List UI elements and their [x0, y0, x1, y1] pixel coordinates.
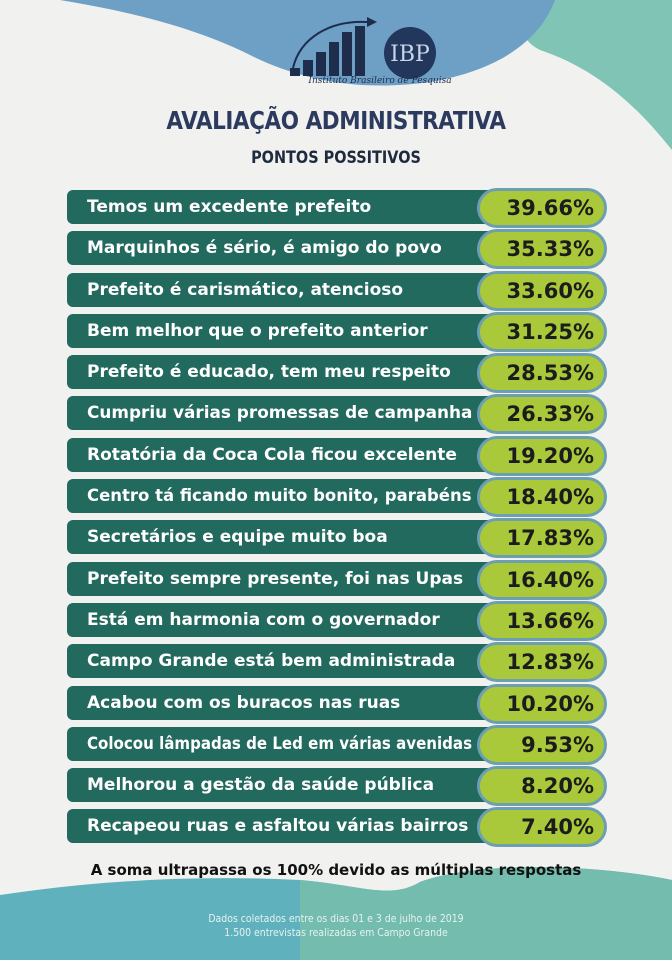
percentage-pill: 26.33% [477, 394, 607, 435]
page-title: AVALIAÇÃO ADMINISTRATIVA [166, 106, 506, 135]
label-bar: Prefeito sempre presente, foi nas Upas [67, 561, 497, 596]
result-percentage: 19.20% [506, 443, 594, 468]
result-label: Secretários e equipe muito boa [87, 527, 388, 548]
result-row: Recapeou ruas e asfaltou várias bairros … [67, 807, 607, 848]
results-list: Temos um excedente prefeito 39.66% Marqui… [67, 188, 607, 851]
result-percentage: 17.83% [506, 526, 594, 551]
result-row: Temos um excedente prefeito 39.66% [67, 188, 607, 228]
result-row: Está em harmonia com o governador 13.66% [67, 600, 607, 641]
result-label: Acabou com os buracos nas ruas [87, 692, 401, 713]
result-row: Prefeito é educado, tem meu respeito 28.… [67, 353, 607, 394]
logo-text: IBP [390, 42, 430, 67]
percentage-pill: 8.20% [477, 766, 607, 807]
label-bar: Rotatória da Coca Cola ficou excelente [67, 437, 497, 472]
percentage-pill: 31.25% [477, 311, 607, 352]
page-subtitle: PONTOS POSSITIVOS [251, 148, 421, 168]
result-percentage: 18.40% [506, 485, 594, 510]
result-row: Rotatória da Coca Cola ficou excelente 1… [67, 435, 607, 476]
result-row: Secretários e equipe muito boa 17.83% [67, 518, 607, 559]
result-label: Marquinhos é sério, é amigo do povo [87, 238, 442, 259]
result-percentage: 16.40% [506, 567, 594, 592]
percentage-pill: 18.40% [477, 477, 607, 518]
result-row: Centro tá ficando muito bonito, parabéns… [67, 477, 607, 518]
percentage-pill: 9.53% [477, 724, 607, 765]
label-bar: Cumpriu várias promessas de campanha [67, 396, 497, 431]
result-label: Rotatória da Coca Cola ficou excelente [87, 444, 457, 465]
percentage-pill: 7.40% [477, 807, 607, 848]
result-label: Melhorou a gestão da saúde pública [87, 775, 435, 796]
label-bar: Temos um excedente prefeito [67, 190, 497, 224]
label-bar: Melhorou a gestão da saúde pública [67, 768, 497, 803]
percentage-pill: 28.53% [477, 353, 607, 394]
result-percentage: 7.40% [521, 815, 594, 840]
percentage-pill: 19.20% [477, 435, 607, 476]
result-row: Prefeito é carismático, atencioso 33.60% [67, 270, 607, 311]
result-row: Prefeito sempre presente, foi nas Upas 1… [67, 559, 607, 600]
label-bar: Está em harmonia com o governador [67, 602, 497, 637]
percentage-pill: 35.33% [477, 229, 607, 270]
result-percentage: 39.66% [506, 196, 594, 220]
result-percentage: 26.33% [506, 402, 594, 427]
result-label: Está em harmonia com o governador [87, 609, 440, 630]
brand-name: Instituto Brasileiro de Pesquisa [308, 76, 452, 86]
result-percentage: 12.83% [506, 650, 594, 675]
survey-sample: 1.500 entrevistas realizadas em Campo Gr… [224, 926, 448, 939]
result-label: Campo Grande está bem administrada [87, 651, 456, 672]
result-label: Recapeou ruas e asfaltou várias bairros [87, 816, 469, 837]
percentage-pill: 17.83% [477, 518, 607, 559]
label-bar: Colocou lâmpadas de Led em várias avenid… [67, 726, 497, 761]
percentage-pill: 13.66% [477, 600, 607, 641]
label-bar: Campo Grande está bem administrada [67, 644, 497, 679]
label-bar: Bem melhor que o prefeito anterior [67, 313, 497, 348]
result-percentage: 8.20% [521, 774, 594, 799]
result-row: Acabou com os buracos nas ruas 10.20% [67, 683, 607, 724]
survey-info: Dados coletados entre os dias 01 e 3 de … [50, 912, 621, 940]
result-percentage: 33.60% [506, 278, 594, 303]
percentage-pill: 10.20% [477, 683, 607, 724]
label-bar: Prefeito é educado, tem meu respeito [67, 355, 497, 390]
result-percentage: 10.20% [506, 691, 594, 716]
percentage-pill: 33.60% [477, 270, 607, 311]
result-label: Cumpriu várias promessas de campanha [87, 403, 473, 424]
label-bar: Marquinhos é sério, é amigo do povo [67, 231, 497, 266]
result-row: Colocou lâmpadas de Led em várias avenid… [67, 724, 607, 765]
result-label: Centro tá ficando muito bonito, parabéns [87, 486, 472, 507]
label-bar: Recapeou ruas e asfaltou várias bairros [67, 809, 497, 844]
label-bar: Acabou com os buracos nas ruas [67, 685, 497, 720]
result-percentage: 31.25% [506, 319, 594, 344]
footnote: A soma ultrapassa os 100% devido as múlt… [90, 861, 582, 879]
survey-dates: Dados coletados entre os dias 01 e 3 de … [208, 912, 464, 925]
result-row: Cumpriu várias promessas de campanha 26.… [67, 394, 607, 435]
result-label: Prefeito sempre presente, foi nas Upas [87, 568, 464, 589]
result-percentage: 35.33% [506, 237, 594, 262]
result-label: Prefeito é carismático, atencioso [87, 279, 404, 300]
result-row: Bem melhor que o prefeito anterior 31.25… [67, 311, 607, 352]
label-bar: Prefeito é carismático, atencioso [67, 272, 497, 307]
result-percentage: 13.66% [506, 608, 594, 633]
percentage-pill: 12.83% [477, 642, 607, 683]
result-row: Marquinhos é sério, é amigo do povo 35.3… [67, 229, 607, 270]
ibp-logo: IBP [290, 17, 436, 79]
result-label: Bem melhor que o prefeito anterior [87, 320, 428, 341]
percentage-pill: 16.40% [477, 559, 607, 600]
label-bar: Secretários e equipe muito boa [67, 520, 497, 555]
result-label: Temos um excedente prefeito [87, 197, 372, 217]
result-row: Campo Grande está bem administrada 12.83… [67, 642, 607, 683]
percentage-pill: 39.66% [477, 188, 607, 228]
result-label: Colocou lâmpadas de Led em várias avenid… [87, 733, 473, 754]
result-label: Prefeito é educado, tem meu respeito [87, 362, 451, 383]
result-percentage: 9.53% [521, 732, 594, 757]
result-row: Melhorou a gestão da saúde pública 8.20% [67, 766, 607, 807]
label-bar: Centro tá ficando muito bonito, parabéns [67, 479, 497, 514]
result-percentage: 28.53% [506, 361, 594, 386]
